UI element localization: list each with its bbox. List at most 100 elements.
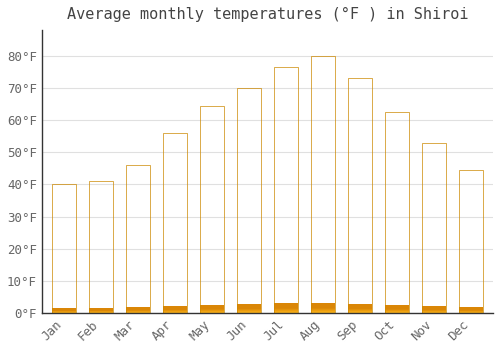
- Bar: [126, 308, 150, 311]
- Bar: [200, 306, 224, 310]
- Bar: [459, 310, 483, 313]
- Bar: [311, 307, 335, 312]
- Bar: [348, 306, 372, 311]
- Bar: [385, 308, 409, 312]
- Bar: [422, 309, 446, 312]
- Bar: [237, 306, 261, 310]
- Bar: [52, 308, 76, 311]
- Bar: [237, 308, 261, 313]
- Bar: [52, 309, 76, 312]
- Bar: [422, 309, 446, 312]
- Bar: [459, 308, 483, 311]
- Bar: [237, 308, 261, 313]
- Bar: [385, 306, 409, 310]
- Bar: [422, 308, 446, 312]
- Bar: [311, 304, 335, 309]
- Bar: [237, 306, 261, 310]
- Bar: [89, 309, 113, 312]
- Bar: [237, 306, 261, 311]
- Bar: [237, 88, 261, 313]
- Bar: [52, 309, 76, 311]
- Bar: [163, 307, 187, 311]
- Bar: [459, 310, 483, 313]
- Bar: [52, 309, 76, 312]
- Bar: [89, 309, 113, 312]
- Bar: [126, 309, 150, 312]
- Bar: [274, 308, 298, 313]
- Bar: [348, 307, 372, 312]
- Bar: [126, 309, 150, 312]
- Bar: [52, 308, 76, 310]
- Bar: [459, 310, 483, 313]
- Bar: [385, 306, 409, 310]
- Bar: [200, 106, 224, 313]
- Bar: [237, 306, 261, 310]
- Bar: [237, 308, 261, 312]
- Bar: [126, 309, 150, 313]
- Bar: [237, 308, 261, 312]
- Bar: [52, 310, 76, 313]
- Bar: [459, 310, 483, 313]
- Bar: [311, 56, 335, 313]
- Bar: [200, 307, 224, 312]
- Bar: [237, 304, 261, 309]
- Bar: [163, 309, 187, 313]
- Bar: [385, 305, 409, 309]
- Bar: [422, 308, 446, 312]
- Bar: [274, 306, 298, 310]
- Bar: [348, 306, 372, 311]
- Bar: [274, 307, 298, 312]
- Bar: [348, 304, 372, 309]
- Bar: [200, 306, 224, 310]
- Bar: [422, 309, 446, 313]
- Bar: [163, 307, 187, 310]
- Bar: [237, 307, 261, 312]
- Bar: [163, 306, 187, 310]
- Bar: [348, 306, 372, 311]
- Bar: [126, 310, 150, 313]
- Bar: [163, 308, 187, 312]
- Bar: [459, 308, 483, 311]
- Bar: [311, 308, 335, 313]
- Bar: [348, 306, 372, 310]
- Bar: [237, 305, 261, 309]
- Bar: [385, 307, 409, 312]
- Bar: [52, 308, 76, 311]
- Bar: [311, 303, 335, 308]
- Bar: [200, 309, 224, 313]
- Bar: [126, 308, 150, 311]
- Bar: [126, 310, 150, 313]
- Bar: [311, 303, 335, 308]
- Bar: [89, 309, 113, 312]
- Bar: [348, 308, 372, 313]
- Bar: [200, 307, 224, 312]
- Bar: [200, 306, 224, 310]
- Bar: [459, 308, 483, 311]
- Bar: [385, 305, 409, 309]
- Bar: [237, 307, 261, 311]
- Bar: [237, 305, 261, 310]
- Bar: [422, 310, 446, 313]
- Bar: [274, 304, 298, 309]
- Bar: [200, 306, 224, 310]
- Bar: [163, 309, 187, 312]
- Bar: [422, 308, 446, 312]
- Bar: [126, 309, 150, 312]
- Bar: [237, 307, 261, 311]
- Bar: [89, 310, 113, 313]
- Bar: [422, 309, 446, 312]
- Bar: [348, 304, 372, 309]
- Bar: [200, 305, 224, 309]
- Bar: [274, 306, 298, 311]
- Bar: [237, 306, 261, 310]
- Bar: [311, 303, 335, 308]
- Bar: [126, 308, 150, 310]
- Bar: [459, 309, 483, 312]
- Bar: [89, 310, 113, 313]
- Bar: [422, 307, 446, 310]
- Bar: [274, 304, 298, 309]
- Bar: [163, 306, 187, 310]
- Bar: [311, 303, 335, 308]
- Bar: [126, 308, 150, 311]
- Bar: [311, 308, 335, 313]
